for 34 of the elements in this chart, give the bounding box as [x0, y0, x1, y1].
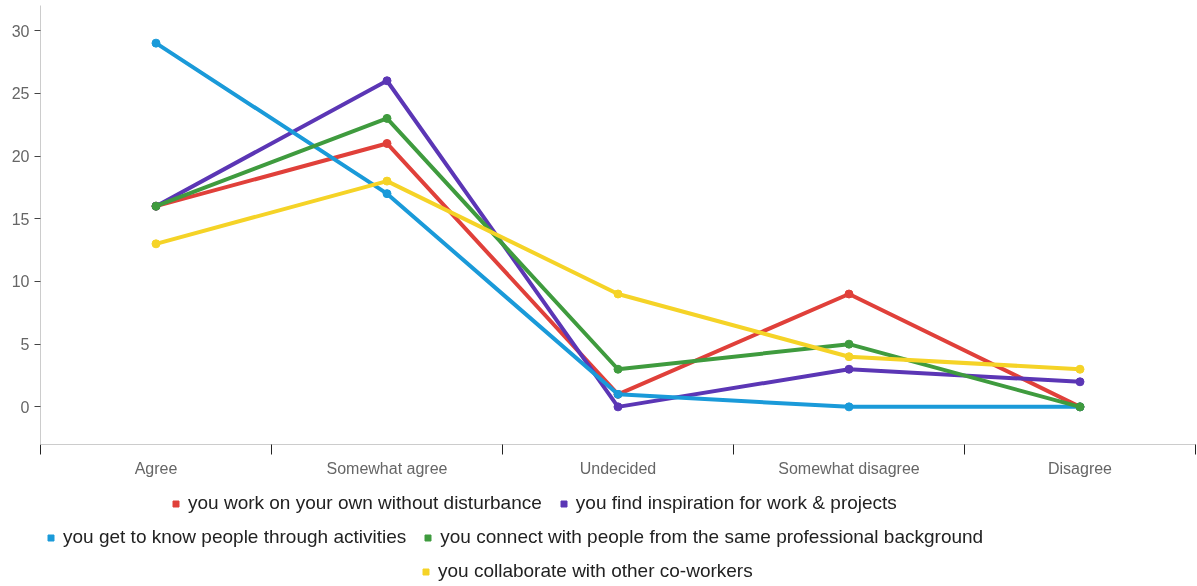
point — [382, 138, 392, 148]
y-tick-label: 5 — [20, 336, 30, 354]
x-tick-label: Undecided — [579, 459, 657, 477]
point — [382, 189, 392, 199]
legend-label: you work on your own without disturbance — [188, 492, 542, 514]
legend-label: you collaborate with other co-workers — [438, 560, 753, 582]
legend-label: you connect with people from the same professional background — [440, 526, 984, 548]
point — [613, 364, 623, 374]
point — [613, 402, 623, 412]
legend-label: you find inspiration for work & projects — [575, 492, 897, 514]
point — [844, 364, 854, 374]
point — [844, 402, 854, 412]
x-tick-label: Somewhat agree — [326, 459, 448, 477]
y-tick-label: 15 — [11, 210, 30, 228]
point — [613, 289, 623, 299]
point — [1075, 377, 1085, 387]
point — [382, 76, 392, 86]
y-tick-label: 25 — [11, 85, 30, 103]
point — [151, 239, 161, 249]
point — [151, 38, 161, 48]
x-tick-label: Somewhat disagree — [778, 459, 920, 477]
point — [1075, 364, 1085, 374]
x-tick-label: Disagree — [1047, 459, 1113, 477]
point — [844, 339, 854, 349]
legend-label: you get to know people through activities — [63, 526, 407, 548]
y-tick-label: 30 — [11, 22, 30, 40]
point — [382, 113, 392, 123]
y-tick-label: 20 — [11, 148, 30, 166]
point — [382, 176, 392, 186]
point — [844, 289, 854, 299]
y-tick-label: 0 — [20, 398, 30, 416]
x-tick-label: Agree — [134, 459, 178, 477]
point — [844, 352, 854, 362]
y-tick-label: 10 — [11, 273, 30, 291]
